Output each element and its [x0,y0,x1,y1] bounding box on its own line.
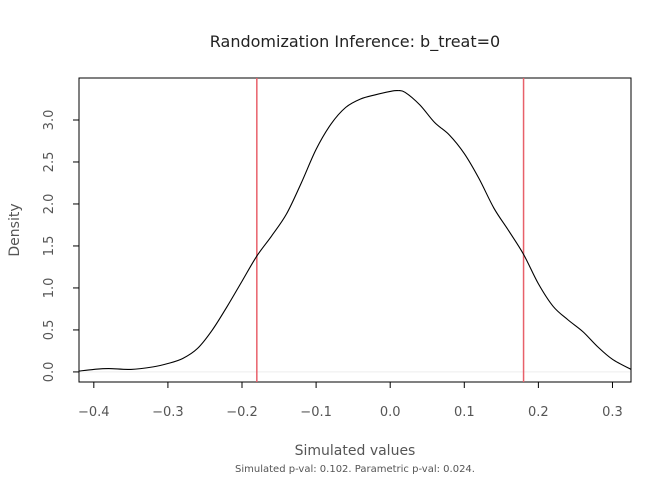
x-tick-label: 0.3 [602,405,623,420]
reference-lines [256,78,525,382]
x-axis: −0.4 −0.3 −0.2 −0.1 0.0 0.1 0.2 0.3 [78,382,623,420]
chart-title: Randomization Inference: b_treat=0 [210,32,500,52]
x-tick-label: −0.1 [300,405,332,420]
y-tick-label: 1.5 [42,236,57,257]
x-tick-label: 0.1 [454,405,475,420]
y-axis-label: Density [7,203,23,256]
y-tick-label: 2.0 [42,194,57,215]
x-tick-label: 0.0 [380,405,401,420]
x-tick-label: 0.2 [528,405,549,420]
x-tick-label: −0.2 [226,405,258,420]
series-layer [78,90,632,372]
x-tick-label: −0.4 [78,405,110,420]
density-curve [78,90,632,372]
y-tick-label: 1.0 [42,278,57,299]
plot-frame [78,77,632,383]
y-axis: 0.0 0.5 1.0 1.5 2.0 2.5 3.0 [42,110,79,383]
y-tick-label: 2.5 [42,152,57,173]
x-tick-label: −0.3 [152,405,184,420]
y-tick-label: 0.0 [42,362,57,383]
p-value-caption: Simulated p-val: 0.102. Parametric p-val… [235,464,475,475]
y-tick-label: 3.0 [42,110,57,131]
y-tick-label: 0.5 [42,320,57,341]
x-axis-label: Simulated values [295,443,416,459]
